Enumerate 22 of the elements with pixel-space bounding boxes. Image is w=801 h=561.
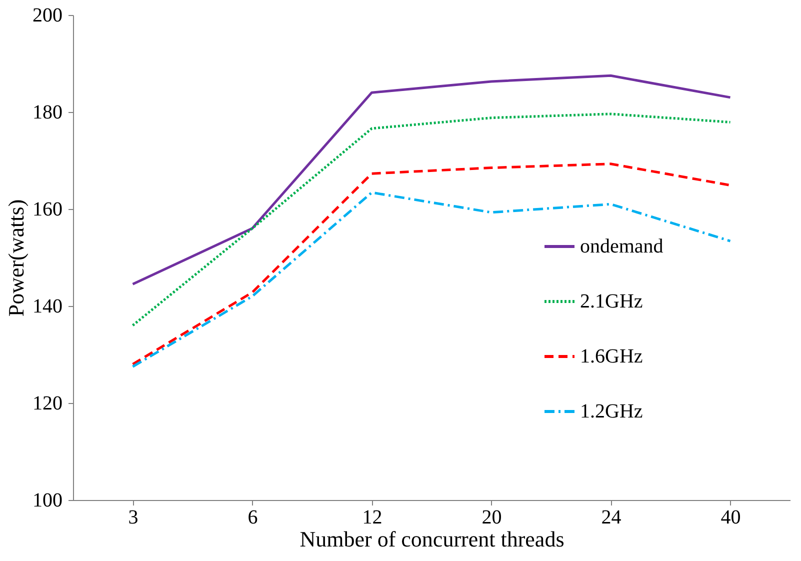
x-tick-label: 20: [482, 506, 502, 528]
legend-label: 2.1GHz: [580, 290, 643, 312]
line-series: [132, 191, 732, 368]
x-tick-label: 3: [128, 506, 138, 528]
x-axis-title: Number of concurrent threads: [300, 526, 564, 552]
y-tick-label: 200: [32, 4, 62, 26]
legend-label: 1.6GHz: [580, 346, 643, 368]
line-series: [132, 74, 732, 286]
y-tick-label: 180: [32, 102, 62, 124]
y-tick-label: 160: [32, 198, 62, 220]
line-series: [132, 112, 732, 327]
x-tick-label: 6: [248, 506, 258, 528]
legend-label: 1.2GHz: [580, 400, 643, 422]
y-axis-title: Power(watts): [4, 199, 28, 317]
legend-label: ondemand: [580, 236, 664, 258]
y-tick-label: 100: [32, 490, 62, 512]
y-tick-label: 140: [32, 296, 62, 318]
x-tick-label: 40: [720, 506, 741, 528]
line-series: [132, 162, 732, 366]
y-tick-label: 120: [32, 392, 62, 414]
x-tick-label: 24: [601, 506, 622, 528]
x-tick-label: 12: [362, 506, 382, 528]
